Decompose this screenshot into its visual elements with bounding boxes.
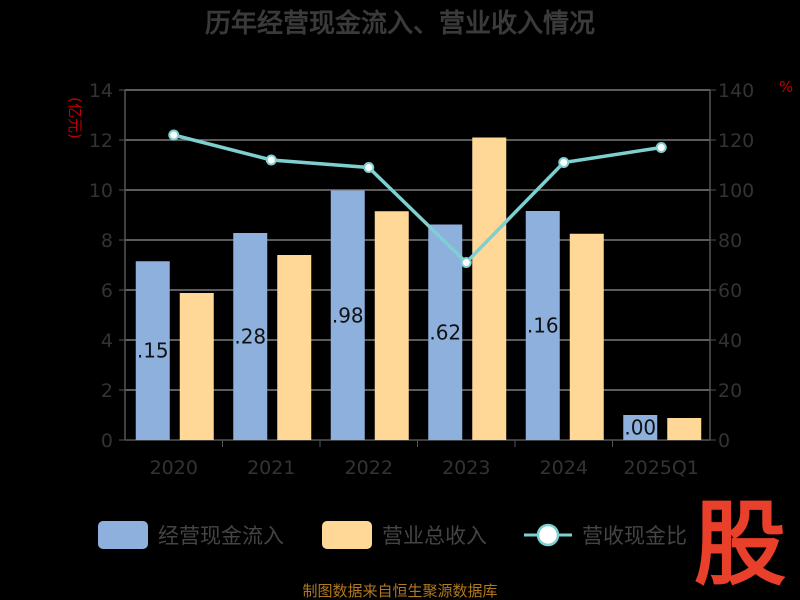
bar-revenue-2025Q1 <box>667 418 702 440</box>
chart-title: 历年经营现金流入、营业收入情况 <box>205 8 595 39</box>
left-tick-label: 12 <box>89 130 113 152</box>
right-tick-label: 60 <box>718 280 742 302</box>
right-axis-unit: % <box>779 78 793 96</box>
x-tick-label: 2023 <box>442 457 490 479</box>
bar-cash-inflow-2020 <box>135 261 170 440</box>
legend-label-revenue: 营业总收入 <box>382 524 487 548</box>
right-tick-label: 140 <box>718 80 754 102</box>
bar-value-label: .62 <box>429 320 461 344</box>
x-tick-label: 2025Q1 <box>624 457 699 479</box>
left-axis-unit: (亿元) <box>66 97 84 139</box>
bar-value-label: .00 <box>624 416 656 440</box>
legend-swatch-cash-inflow <box>98 521 148 549</box>
bar-revenue-2022 <box>374 211 409 440</box>
bar-value-label: .16 <box>527 314 559 338</box>
logo-mark: 股 <box>694 491 786 598</box>
right-tick-label: 20 <box>718 380 742 402</box>
ratio-line-series <box>168 129 667 268</box>
ratio-point-2022 <box>363 162 375 173</box>
right-tick-label: 80 <box>718 230 742 252</box>
bar-value-label: .15 <box>137 339 169 363</box>
ratio-point-2025Q1 <box>655 142 667 153</box>
left-tick-label: 8 <box>101 230 113 252</box>
bar-cash-inflow-2024 <box>525 211 560 440</box>
grid-lines <box>125 89 710 391</box>
bar-cash-inflow-2021 <box>233 233 268 440</box>
legend-swatch-revenue <box>322 521 372 549</box>
bar-cash-inflow-2023 <box>428 224 463 440</box>
right-tick-label: 0 <box>718 430 730 452</box>
ratio-point-2024 <box>558 157 570 168</box>
left-tick-label: 0 <box>101 430 113 452</box>
bar-value-label: .98 <box>332 303 364 327</box>
ratio-line <box>173 133 662 265</box>
legend-label-ratio: 营收现金比 <box>582 524 687 548</box>
right-tick-label: 100 <box>718 180 754 202</box>
x-tick-label: 2021 <box>247 457 295 479</box>
left-tick-label: 2 <box>101 380 113 402</box>
x-tick-label: 2024 <box>540 457 588 479</box>
left-tick-label: 14 <box>89 80 113 102</box>
bar-value-label: .28 <box>234 325 266 349</box>
bar-revenue-2021 <box>277 255 312 440</box>
ratio-point-2021 <box>265 154 277 166</box>
x-tick-label: 2020 <box>150 457 198 479</box>
bar-cash-inflow-2025Q1 <box>623 415 658 440</box>
right-tick-label: 40 <box>718 330 742 352</box>
right-tick-label: 120 <box>718 130 754 152</box>
bar-revenue-2024 <box>569 233 604 440</box>
bar-revenue-2020 <box>179 293 214 440</box>
legend-label-cash-inflow: 经营现金流入 <box>158 524 284 548</box>
bars: .15 .28 .98 .62 .16 .00 <box>135 137 702 440</box>
source-note: 制图数据来自恒生聚源数据库 <box>302 582 497 600</box>
left-tick-label: 6 <box>101 280 113 302</box>
x-tick-label: 2022 <box>345 457 393 479</box>
bar-revenue-2023 <box>472 137 507 440</box>
left-tick-label: 4 <box>101 330 113 352</box>
legend-swatch-ratio-marker <box>536 523 560 547</box>
legend: 经营现金流入 营业总收入 营收现金比 <box>98 521 687 549</box>
bar-cash-inflow-2022 <box>330 190 365 440</box>
ratio-point-2020 <box>168 129 180 141</box>
ratio-point-2023 <box>460 257 472 268</box>
left-tick-label: 10 <box>89 180 113 202</box>
